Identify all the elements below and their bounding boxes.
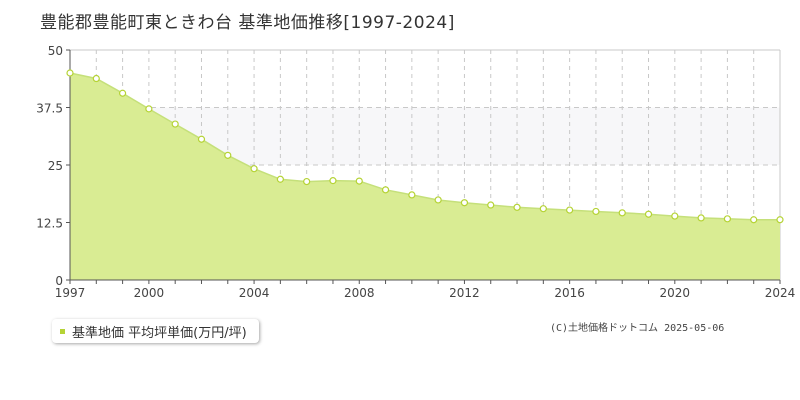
- x-tick-label: 2016: [554, 286, 585, 300]
- data-point: [197, 135, 206, 143]
- legend-label: 基準地価 平均坪単価(万円/坪): [72, 325, 247, 341]
- data-point: [145, 105, 153, 113]
- series-line: [69, 72, 780, 221]
- data-point: [329, 177, 337, 185]
- x-tick-label: 2000: [134, 286, 165, 300]
- data-point: [776, 216, 784, 224]
- x-tick-label: 2020: [660, 286, 691, 300]
- data-point: [618, 209, 626, 217]
- data-point: [303, 177, 311, 186]
- data-point: [460, 199, 469, 207]
- data-point: [355, 177, 363, 185]
- x-tick-label: 2012: [449, 286, 480, 300]
- y-tick-label: 37.5: [36, 102, 63, 116]
- data-point: [566, 206, 574, 214]
- chart-title: 豊能郡豊能町東ときわ台 基準地価推移[1997-2024]: [40, 13, 455, 33]
- data-point: [697, 214, 705, 222]
- y-tick-label: 50: [48, 44, 63, 58]
- x-tick-label: 2024: [765, 286, 796, 300]
- data-point: [671, 212, 679, 220]
- data-point: [171, 120, 179, 128]
- y-tick-label: 25: [48, 159, 63, 173]
- data-point: [434, 196, 442, 204]
- data-point: [276, 175, 284, 183]
- series-area: [70, 73, 780, 280]
- data-point: [487, 201, 495, 209]
- data-point: [118, 89, 127, 97]
- data-point: [723, 215, 732, 223]
- data-point: [408, 191, 416, 199]
- y-tick-label: 0: [55, 274, 63, 288]
- data-point: [66, 69, 74, 77]
- data-point: [539, 205, 547, 213]
- data-point: [92, 74, 100, 83]
- x-tick-label: 2004: [239, 286, 270, 300]
- data-point: [224, 151, 232, 159]
- legend-swatch: [60, 328, 65, 334]
- data-point: [750, 216, 758, 224]
- data-point: [381, 186, 390, 194]
- legend: 基準地価 平均坪単価(万円/坪): [52, 319, 259, 343]
- copyright-text: (C)土地価格ドットコム 2025-05-06: [550, 323, 725, 334]
- data-point: [250, 165, 258, 173]
- data-point: [592, 207, 600, 216]
- x-tick-label: 2008: [344, 286, 375, 300]
- y-tick-label: 12.5: [36, 217, 63, 231]
- data-point: [513, 203, 521, 211]
- data-point: [644, 210, 653, 218]
- x-tick-label: 1997: [55, 286, 86, 300]
